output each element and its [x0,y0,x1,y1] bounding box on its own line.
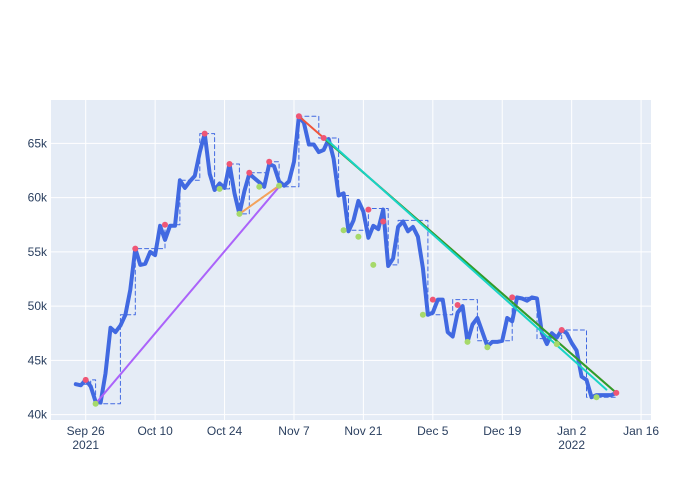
peak-marker [558,327,565,333]
trough-marker [484,344,491,351]
peak-marker [246,169,253,176]
x-tick-label: Dec 5 [417,424,449,438]
peak-marker [82,376,89,383]
peak-marker [295,113,302,120]
y-tick-label: 50k [28,299,48,313]
peak-marker [320,135,327,141]
trough-marker [553,341,560,348]
peak-marker [454,302,461,308]
trendline-5 [238,184,281,215]
peak-marker [226,161,233,167]
y-tick-label: 40k [28,408,48,422]
peak-marker [132,245,139,252]
peak-marker [201,130,208,137]
trough-marker [370,261,377,268]
peak-marker [509,294,516,301]
y-tick-label: 45k [28,353,48,367]
peak-marker [613,389,620,396]
y-tick-label: 65k [28,136,48,150]
x-tick-label: Dec 19 [483,424,521,438]
x-tick-label: Oct 24 [207,424,243,438]
x-tick-label: Nov 7 [278,424,310,438]
series-layer [73,114,619,405]
trendline-4 [94,185,281,405]
peak-marker [365,206,372,213]
trough-marker [216,185,223,192]
marker-layer [82,113,620,407]
price-line [73,114,619,405]
trough-marker [593,394,600,401]
x-tick-label: Nov 21 [344,424,382,438]
trendline-8 [322,135,608,391]
trough-marker [256,183,263,190]
trough-marker [92,400,99,407]
x-tick-year-label: 2021 [72,438,99,452]
x-tick-label: Jan 2 [557,424,587,438]
x-tick-label: Sep 26 [67,424,105,438]
trough-marker [464,338,471,345]
y-axis: 40k 45k 50k 55k 60k 65k [28,136,48,421]
plot-background [51,100,651,420]
peak-marker [429,296,436,303]
y-tick-label: 55k [28,245,48,259]
trough-marker [340,227,347,234]
x-tick-label: Oct 10 [137,424,173,438]
step-line [75,115,617,405]
y-tick-label: 60k [28,191,48,205]
x-tick-year-label: 2022 [558,438,585,452]
peak-marker [162,221,168,228]
grid [51,100,651,420]
trough-marker [236,210,243,217]
peak-marker [380,218,387,225]
trough-marker [276,182,283,189]
peak-marker [266,158,273,165]
x-tick-label: Jan 16 [623,424,659,438]
trough-marker [355,233,362,240]
trough-marker [419,311,426,318]
